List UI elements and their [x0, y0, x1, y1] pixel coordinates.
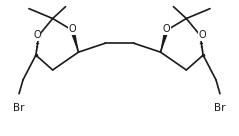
Polygon shape [160, 30, 169, 52]
Text: O: O [69, 24, 76, 34]
Text: Br: Br [214, 103, 226, 113]
Text: O: O [198, 30, 206, 40]
Text: O: O [163, 24, 170, 34]
Text: Br: Br [13, 103, 25, 113]
Polygon shape [70, 30, 79, 52]
Text: O: O [33, 30, 41, 40]
